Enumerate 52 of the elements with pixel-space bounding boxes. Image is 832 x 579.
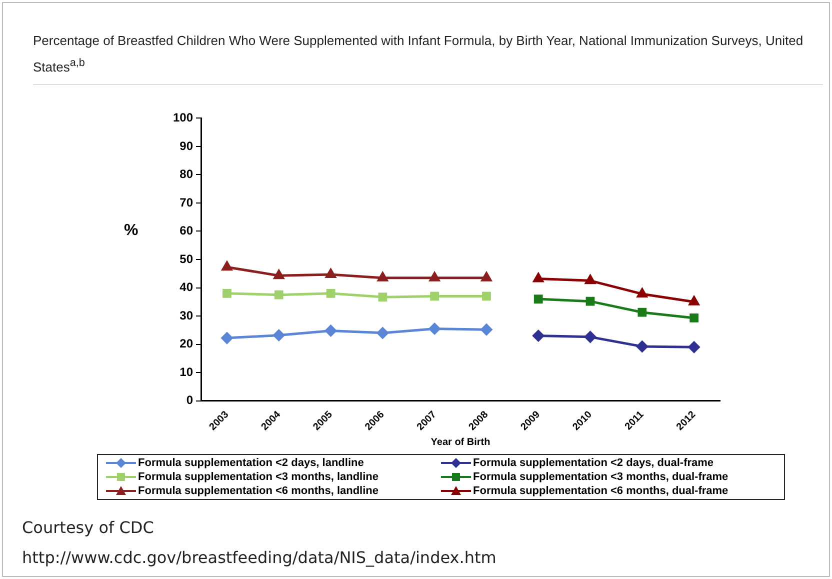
point	[326, 288, 336, 298]
x-axis-title: Year of Birth	[430, 436, 490, 448]
y-tick-label: 100	[172, 110, 194, 125]
y-tick-label: 90	[180, 138, 194, 153]
point	[430, 292, 439, 301]
point	[688, 341, 700, 353]
point	[325, 324, 337, 336]
y-axis-title: %	[124, 222, 138, 240]
y-tick-label: 10	[180, 364, 194, 379]
point	[637, 288, 648, 298]
point	[584, 331, 596, 343]
point	[533, 272, 544, 282]
y-tick-label: 0	[186, 393, 194, 408]
point	[636, 340, 648, 352]
chart-title: Percentage of Breastfed Children Who Were Supplemented with Infant Formula, by Birth Year, National Immunization Surveys, United States$^{a,b}$	[33, 30, 823, 86]
point	[585, 274, 596, 284]
legend-label: Formula supplementation <6 months, landline	[138, 485, 379, 497]
text: Courtesy of CDC	[22, 518, 154, 537]
point	[274, 270, 284, 280]
point	[273, 329, 285, 341]
y-tick-label: 80	[180, 167, 194, 182]
point	[221, 332, 233, 344]
y-tick-label: 50	[180, 252, 194, 266]
legend-label: Formula supplementation <2 days, dual-frame	[473, 457, 714, 469]
y-tick-label: 70	[180, 195, 194, 210]
point	[481, 272, 492, 282]
point	[376, 327, 388, 339]
point	[480, 324, 492, 336]
legend-label: Formula supplementation <3 months, landline	[138, 471, 379, 483]
point	[638, 308, 647, 317]
y-tick-label: 60	[180, 224, 194, 238]
legend-label: Formula supplementation <3 months, dual-frame	[473, 471, 728, 483]
legend-label: Formula supplementation <6 months, dual-frame	[473, 485, 728, 497]
point	[534, 294, 543, 304]
text: http://www.cdc.gov/breastfeeding/data/NIS_data/index.htm	[22, 548, 496, 567]
point	[428, 322, 440, 334]
point	[326, 268, 336, 278]
y-tick-label: 30	[180, 308, 194, 322]
point	[532, 330, 544, 342]
y-tick-label: 20	[180, 336, 194, 351]
point	[688, 296, 700, 306]
point	[482, 292, 491, 301]
point	[586, 296, 595, 306]
point	[690, 314, 698, 322]
point	[222, 288, 232, 298]
legend-label: Formula supplementation <2 days, landline	[138, 457, 364, 469]
point	[429, 272, 440, 282]
y-tick-label: 40	[180, 280, 194, 294]
point	[378, 272, 388, 282]
point	[274, 290, 284, 300]
point	[222, 261, 232, 271]
point	[378, 292, 388, 302]
